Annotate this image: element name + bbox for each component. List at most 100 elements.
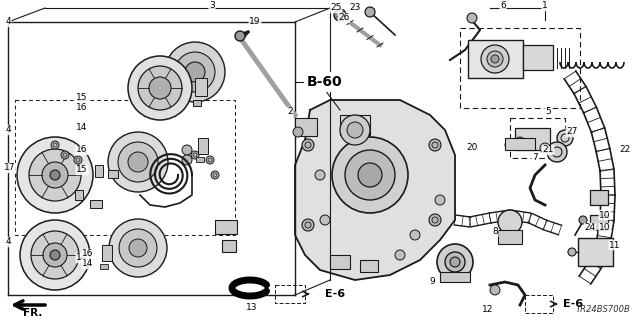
Text: 6: 6 bbox=[500, 2, 506, 11]
Circle shape bbox=[182, 145, 192, 155]
Circle shape bbox=[481, 45, 509, 73]
Text: 8: 8 bbox=[492, 228, 498, 236]
Text: 21: 21 bbox=[542, 146, 554, 155]
Bar bbox=[215, 220, 237, 234]
Bar bbox=[340, 115, 370, 135]
Polygon shape bbox=[295, 100, 455, 280]
Bar bbox=[330, 255, 350, 269]
Circle shape bbox=[445, 252, 465, 272]
Bar bbox=[590, 190, 608, 205]
Text: 26: 26 bbox=[339, 13, 349, 22]
Bar bbox=[525, 295, 553, 313]
Text: 19: 19 bbox=[249, 18, 260, 27]
Circle shape bbox=[315, 170, 325, 180]
Text: FR.: FR. bbox=[22, 308, 42, 318]
Circle shape bbox=[191, 151, 199, 159]
Text: TR24BS700B: TR24BS700B bbox=[575, 305, 630, 314]
Text: 22: 22 bbox=[620, 146, 630, 155]
Text: 25: 25 bbox=[330, 4, 342, 12]
Bar bbox=[198, 138, 208, 154]
Circle shape bbox=[206, 156, 214, 164]
Circle shape bbox=[515, 137, 525, 147]
Bar bbox=[510, 118, 565, 158]
Circle shape bbox=[429, 139, 441, 151]
Circle shape bbox=[540, 143, 550, 153]
Circle shape bbox=[20, 220, 90, 290]
Circle shape bbox=[108, 132, 168, 192]
Circle shape bbox=[50, 170, 60, 180]
Bar bbox=[90, 200, 102, 208]
Bar bbox=[15, 100, 235, 235]
Circle shape bbox=[579, 216, 587, 224]
Text: 15: 15 bbox=[76, 165, 88, 174]
Text: 11: 11 bbox=[609, 241, 621, 250]
Circle shape bbox=[51, 141, 59, 149]
Bar bbox=[102, 245, 112, 261]
Circle shape bbox=[118, 142, 158, 182]
Circle shape bbox=[395, 250, 405, 260]
Text: 27: 27 bbox=[566, 127, 578, 137]
Circle shape bbox=[175, 52, 215, 92]
Text: 4: 4 bbox=[5, 18, 11, 27]
Bar bbox=[468, 40, 523, 78]
Text: 24: 24 bbox=[584, 223, 596, 233]
Text: 14: 14 bbox=[76, 124, 88, 132]
Circle shape bbox=[138, 66, 182, 110]
Text: 14: 14 bbox=[76, 253, 88, 262]
Circle shape bbox=[302, 219, 314, 231]
Text: 5: 5 bbox=[545, 108, 551, 116]
Circle shape bbox=[557, 130, 573, 146]
Bar bbox=[196, 157, 204, 162]
Circle shape bbox=[50, 250, 60, 260]
Text: 10: 10 bbox=[599, 211, 611, 220]
Text: 17: 17 bbox=[4, 164, 16, 172]
Circle shape bbox=[129, 239, 147, 257]
Circle shape bbox=[74, 156, 82, 164]
Circle shape bbox=[365, 7, 375, 17]
Bar bbox=[222, 240, 236, 252]
Circle shape bbox=[302, 139, 314, 151]
Bar bbox=[505, 138, 535, 150]
Circle shape bbox=[334, 9, 346, 21]
Text: 13: 13 bbox=[246, 303, 258, 313]
Bar bbox=[578, 238, 613, 266]
Circle shape bbox=[128, 56, 192, 120]
Bar bbox=[523, 45, 553, 70]
Circle shape bbox=[450, 257, 460, 267]
Circle shape bbox=[568, 248, 576, 256]
Circle shape bbox=[358, 163, 382, 187]
Bar bbox=[108, 170, 118, 178]
Circle shape bbox=[347, 122, 363, 138]
Bar bbox=[275, 285, 305, 303]
Circle shape bbox=[61, 151, 69, 159]
Circle shape bbox=[31, 231, 79, 279]
Circle shape bbox=[429, 214, 441, 226]
Text: B-60: B-60 bbox=[307, 75, 343, 89]
Text: E-6: E-6 bbox=[563, 299, 583, 309]
Circle shape bbox=[505, 140, 515, 150]
Circle shape bbox=[149, 77, 171, 99]
Bar bbox=[95, 165, 103, 177]
Bar bbox=[440, 272, 470, 282]
Text: 4: 4 bbox=[5, 125, 11, 134]
Circle shape bbox=[490, 285, 500, 295]
Circle shape bbox=[211, 171, 219, 179]
Text: 12: 12 bbox=[483, 306, 493, 315]
Circle shape bbox=[340, 115, 370, 145]
Text: 2: 2 bbox=[287, 108, 293, 116]
Text: 4: 4 bbox=[5, 237, 11, 246]
Text: 16: 16 bbox=[83, 250, 93, 259]
Bar bbox=[75, 190, 83, 200]
Text: 10: 10 bbox=[599, 223, 611, 233]
Circle shape bbox=[332, 137, 408, 213]
Circle shape bbox=[437, 244, 473, 280]
Text: 16: 16 bbox=[76, 103, 88, 113]
Text: E-6: E-6 bbox=[325, 289, 345, 299]
Bar bbox=[590, 215, 608, 230]
Text: 14: 14 bbox=[83, 260, 93, 268]
Bar bbox=[195, 78, 207, 96]
Circle shape bbox=[185, 62, 205, 82]
Bar bbox=[100, 264, 108, 269]
Circle shape bbox=[43, 243, 67, 267]
Text: 16: 16 bbox=[76, 146, 88, 155]
